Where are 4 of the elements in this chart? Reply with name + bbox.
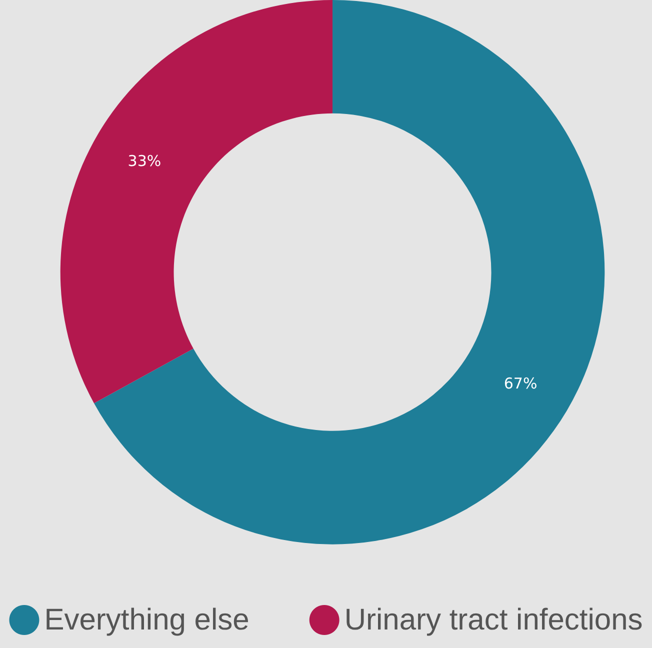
legend-label: Urinary tract infections: [344, 604, 643, 636]
data-label: 67%: [504, 374, 538, 392]
legend-label: Everything else: [44, 604, 250, 636]
data-label: 33%: [128, 152, 162, 170]
